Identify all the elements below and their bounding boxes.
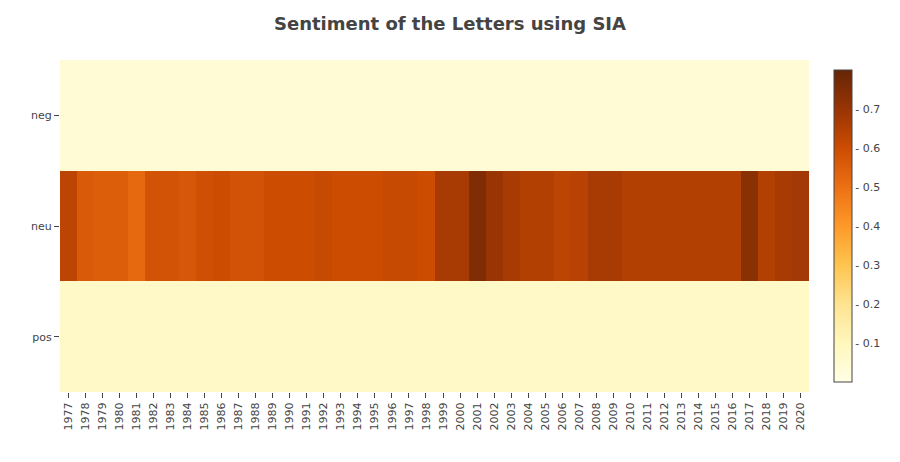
svg-text:- 0.2: - 0.2 — [855, 298, 880, 311]
svg-text:1998: 1998 — [420, 402, 433, 430]
svg-text:1984: 1984 — [181, 402, 194, 430]
svg-text:2006: 2006 — [556, 402, 569, 430]
svg-text:1980: 1980 — [113, 402, 126, 430]
svg-text:- 0.5: - 0.5 — [855, 181, 880, 194]
svg-text:2004: 2004 — [522, 402, 535, 430]
svg-text:1989: 1989 — [266, 402, 279, 430]
svg-text:2012: 2012 — [658, 402, 671, 430]
svg-text:2002: 2002 — [488, 402, 501, 430]
svg-text:- 0.6: - 0.6 — [855, 142, 880, 155]
svg-text:2020: 2020 — [794, 402, 807, 430]
svg-text:1990: 1990 — [283, 402, 296, 430]
svg-text:2017: 2017 — [743, 402, 756, 430]
svg-text:1993: 1993 — [334, 402, 347, 430]
svg-text:- 0.7: - 0.7 — [855, 103, 880, 116]
svg-text:2003: 2003 — [505, 402, 518, 430]
svg-text:2018: 2018 — [760, 402, 773, 430]
svg-text:1988: 1988 — [249, 402, 262, 430]
svg-text:Sentiment of the Letters using: Sentiment of the Letters using SIA — [274, 13, 626, 34]
svg-text:1987: 1987 — [232, 402, 245, 430]
svg-text:1994: 1994 — [351, 402, 364, 430]
svg-text:2010: 2010 — [624, 402, 637, 430]
svg-text:2008: 2008 — [590, 402, 603, 430]
svg-text:1995: 1995 — [368, 402, 381, 430]
svg-text:1986: 1986 — [215, 402, 228, 430]
svg-text:2019: 2019 — [777, 402, 790, 430]
svg-text:1977: 1977 — [62, 402, 75, 430]
svg-text:neg: neg — [31, 109, 52, 122]
svg-text:1982: 1982 — [147, 402, 160, 430]
svg-text:2007: 2007 — [573, 402, 586, 430]
svg-text:2014: 2014 — [692, 402, 705, 430]
svg-text:- 0.1: - 0.1 — [855, 337, 880, 350]
svg-text:1985: 1985 — [198, 402, 211, 430]
svg-text:2001: 2001 — [471, 402, 484, 430]
svg-text:1991: 1991 — [300, 402, 313, 430]
svg-text:1996: 1996 — [386, 402, 399, 430]
svg-text:2011: 2011 — [641, 402, 654, 430]
svg-text:1992: 1992 — [317, 402, 330, 430]
svg-text:1997: 1997 — [403, 402, 416, 430]
svg-text:pos: pos — [32, 331, 52, 344]
svg-text:1979: 1979 — [96, 402, 109, 430]
svg-text:2013: 2013 — [675, 402, 688, 430]
svg-text:2015: 2015 — [709, 402, 722, 430]
svg-text:1999: 1999 — [437, 402, 450, 430]
svg-text:2005: 2005 — [539, 402, 552, 430]
svg-text:2016: 2016 — [726, 402, 739, 430]
svg-text:- 0.4: - 0.4 — [855, 220, 880, 233]
svg-text:neu: neu — [31, 220, 52, 233]
svg-text:- 0.3: - 0.3 — [855, 259, 880, 272]
svg-text:1978: 1978 — [79, 402, 92, 430]
svg-text:2009: 2009 — [607, 402, 620, 430]
svg-text:2000: 2000 — [454, 402, 467, 430]
svg-text:1981: 1981 — [130, 402, 143, 430]
svg-text:1983: 1983 — [164, 402, 177, 430]
